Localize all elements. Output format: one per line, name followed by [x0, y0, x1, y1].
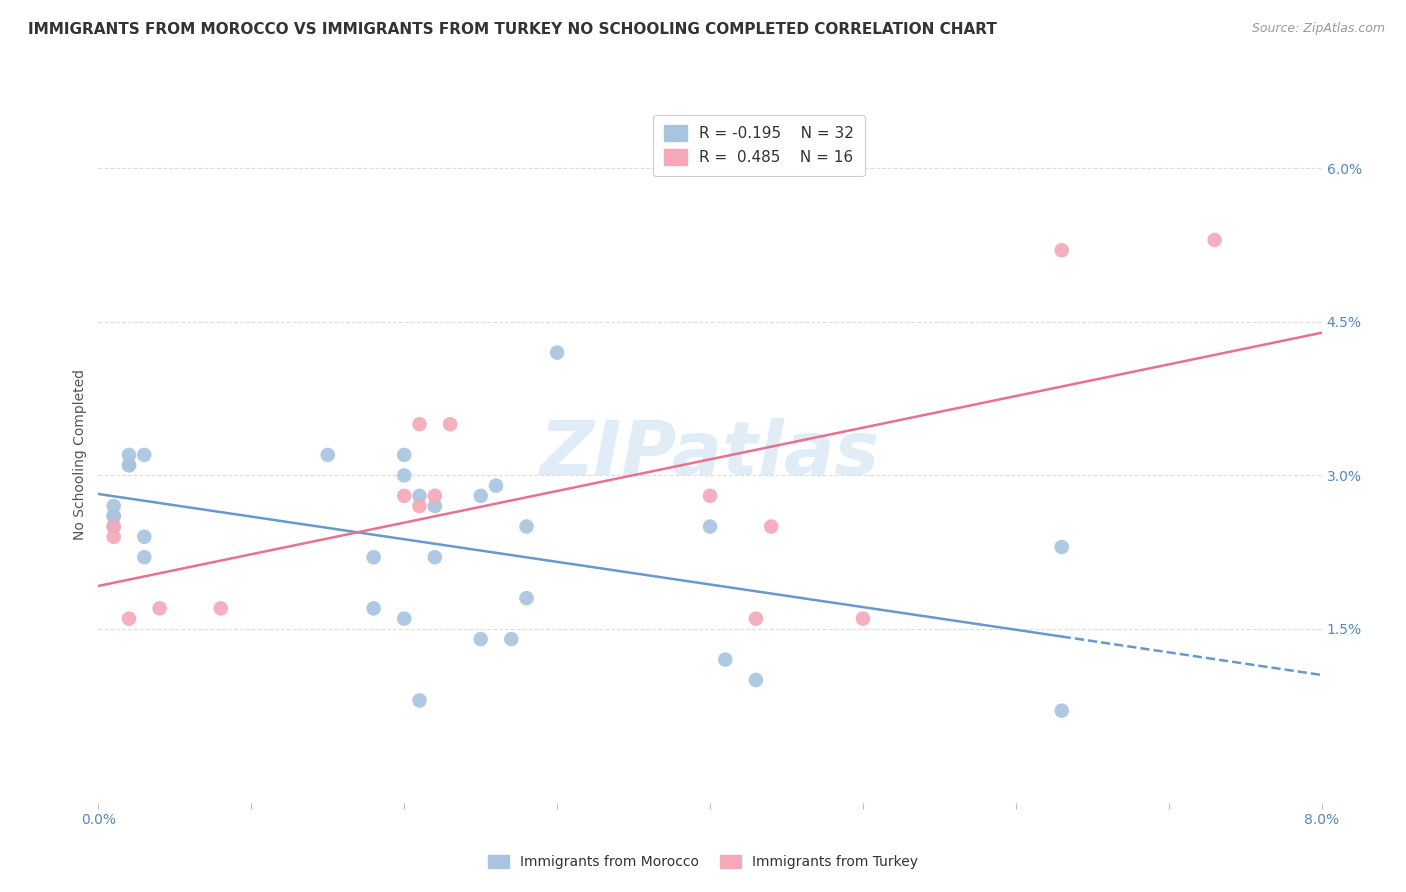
Y-axis label: No Schooling Completed: No Schooling Completed: [73, 369, 87, 541]
Point: [118, 458, 141, 472]
Point: [392, 489, 416, 503]
Point: [408, 499, 430, 513]
Point: [699, 519, 721, 533]
Point: [1050, 540, 1073, 554]
Point: [470, 632, 492, 646]
Point: [470, 489, 492, 503]
Point: [118, 612, 141, 626]
Point: [103, 499, 125, 513]
Point: [699, 489, 721, 503]
Point: [714, 652, 737, 666]
Point: [546, 345, 568, 359]
Point: [423, 489, 446, 503]
Point: [408, 417, 430, 432]
Point: [759, 519, 782, 533]
Point: [745, 612, 768, 626]
Point: [118, 458, 141, 472]
Point: [209, 601, 232, 615]
Point: [134, 448, 156, 462]
Point: [439, 417, 461, 432]
Text: IMMIGRANTS FROM MOROCCO VS IMMIGRANTS FROM TURKEY NO SCHOOLING COMPLETED CORRELA: IMMIGRANTS FROM MOROCCO VS IMMIGRANTS FR…: [28, 22, 997, 37]
Text: ZIPatlas: ZIPatlas: [540, 418, 880, 491]
Point: [316, 448, 339, 462]
Point: [408, 693, 430, 707]
Point: [392, 448, 416, 462]
Point: [118, 448, 141, 462]
Point: [103, 519, 125, 533]
Point: [363, 601, 385, 615]
Point: [103, 530, 125, 544]
Point: [423, 550, 446, 565]
Point: [392, 468, 416, 483]
Point: [1050, 244, 1073, 258]
Point: [134, 550, 156, 565]
Point: [516, 519, 538, 533]
Point: [516, 591, 538, 606]
Point: [485, 478, 508, 492]
Point: [149, 601, 172, 615]
Legend: R = -0.195    N = 32, R =  0.485    N = 16: R = -0.195 N = 32, R = 0.485 N = 16: [654, 115, 865, 176]
Point: [103, 509, 125, 524]
Point: [392, 612, 416, 626]
Point: [134, 530, 156, 544]
Point: [852, 612, 875, 626]
Point: [1050, 704, 1073, 718]
Point: [501, 632, 523, 646]
Text: Source: ZipAtlas.com: Source: ZipAtlas.com: [1251, 22, 1385, 36]
Point: [103, 509, 125, 524]
Point: [745, 673, 768, 687]
Point: [423, 499, 446, 513]
Point: [103, 519, 125, 533]
Legend: Immigrants from Morocco, Immigrants from Turkey: Immigrants from Morocco, Immigrants from…: [481, 848, 925, 876]
Point: [408, 489, 430, 503]
Point: [363, 550, 385, 565]
Point: [1204, 233, 1226, 247]
